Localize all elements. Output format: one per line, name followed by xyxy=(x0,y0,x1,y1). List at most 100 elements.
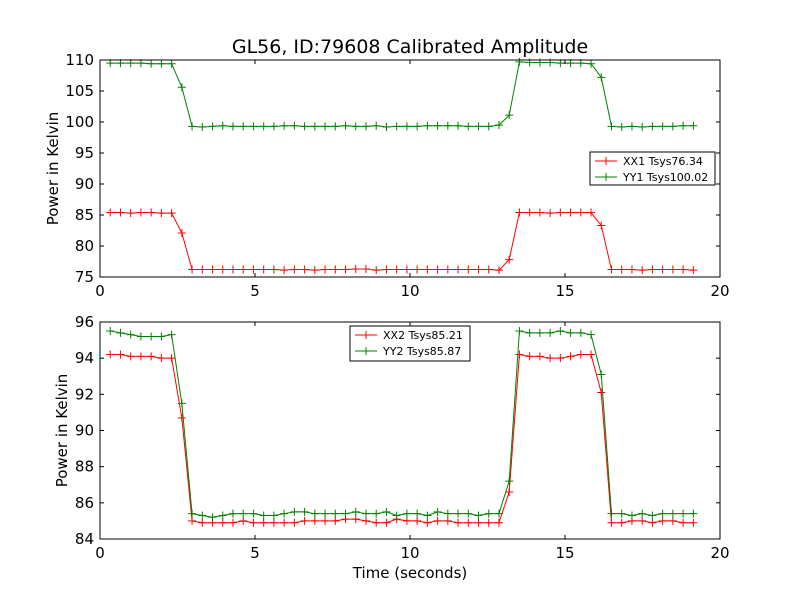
data-point xyxy=(351,264,360,273)
data-point xyxy=(617,509,626,518)
y-tick-label: 80 xyxy=(75,237,94,255)
y-tick-label: 100 xyxy=(65,113,94,131)
data-point xyxy=(638,122,647,131)
data-point xyxy=(689,509,698,518)
y-tick-label: 94 xyxy=(75,349,94,367)
data-point xyxy=(321,516,330,525)
x-tick-label: 15 xyxy=(555,282,574,300)
series-1 xyxy=(106,208,698,275)
data-point xyxy=(464,265,473,274)
data-point xyxy=(126,209,135,218)
figure-title: GL56, ID:79608 Calibrated Amplitude xyxy=(232,36,588,58)
y-tick-label: 85 xyxy=(75,206,94,224)
legend-marker xyxy=(362,347,370,355)
data-point xyxy=(505,255,514,264)
data-point xyxy=(433,121,442,130)
data-point xyxy=(157,354,166,363)
data-point xyxy=(505,111,514,120)
data-point xyxy=(402,509,411,518)
data-point xyxy=(587,59,596,68)
data-point xyxy=(474,122,483,131)
data-point xyxy=(331,265,340,274)
legend-label: YY1 Tsys100.02 xyxy=(622,171,708,184)
data-point xyxy=(515,350,524,359)
data-point xyxy=(167,354,176,363)
data-point xyxy=(361,516,370,525)
legend-marker xyxy=(602,157,610,165)
data-point xyxy=(300,122,309,131)
data-point xyxy=(484,518,493,527)
legend-box xyxy=(589,151,716,186)
data-point xyxy=(413,509,422,518)
data-point xyxy=(361,122,370,131)
data-point xyxy=(454,509,463,518)
data-point xyxy=(198,511,207,520)
data-point xyxy=(382,265,391,274)
y-tick-label: 95 xyxy=(75,144,94,162)
data-point xyxy=(494,509,503,518)
data-point xyxy=(627,511,636,520)
y-tick-label: 90 xyxy=(75,422,94,440)
data-point xyxy=(638,266,647,275)
data-point xyxy=(218,518,227,527)
data-point xyxy=(280,518,289,527)
data-point xyxy=(259,511,268,520)
data-point xyxy=(177,413,186,422)
data-point xyxy=(361,264,370,273)
data-point xyxy=(269,265,278,274)
data-point xyxy=(679,265,688,274)
data-point xyxy=(689,121,698,130)
data-point xyxy=(566,328,575,337)
data-point xyxy=(208,265,217,274)
data-point xyxy=(648,122,657,131)
legend: XX2 Tsys85.21 YY2 Tsys85.87 xyxy=(349,325,471,362)
data-point xyxy=(341,265,350,274)
data-point xyxy=(116,208,125,217)
data-point xyxy=(177,399,186,408)
legend-label: YY2 Tsys85.87 xyxy=(382,345,461,358)
data-point xyxy=(515,327,524,336)
data-point xyxy=(351,515,360,524)
data-point xyxy=(147,352,156,361)
data-point xyxy=(474,511,483,520)
data-point xyxy=(648,518,657,527)
data-point xyxy=(228,518,237,527)
series-2 xyxy=(106,57,698,131)
data-point xyxy=(177,228,186,237)
data-point xyxy=(188,509,197,518)
legend-label: XX1 Tsys76.34 xyxy=(623,155,703,168)
data-point xyxy=(525,208,534,217)
data-point xyxy=(423,265,432,274)
data-point xyxy=(679,518,688,527)
data-point xyxy=(617,122,626,131)
series-line xyxy=(110,353,694,524)
series-line xyxy=(110,330,694,518)
data-point xyxy=(402,122,411,131)
data-point xyxy=(239,122,248,131)
data-point xyxy=(259,265,268,274)
data-point xyxy=(474,518,483,527)
data-point xyxy=(443,265,452,274)
data-point xyxy=(433,516,442,525)
data-point xyxy=(597,221,606,230)
data-point xyxy=(136,332,145,341)
data-point xyxy=(668,265,677,274)
data-point xyxy=(157,209,166,218)
data-point xyxy=(515,57,524,66)
top-plot: 0 5 10 15 20 75 80 85 90 95 100 105 110 Power in Kelv… xyxy=(44,51,730,300)
data-point xyxy=(443,121,452,130)
series-2 xyxy=(106,327,698,522)
data-point xyxy=(648,511,657,520)
data-point xyxy=(617,518,626,527)
y-axis-label: Power in Kelvin xyxy=(44,112,62,226)
data-point xyxy=(433,265,442,274)
data-point xyxy=(341,509,350,518)
data-point xyxy=(413,122,422,131)
data-point xyxy=(331,509,340,518)
data-point xyxy=(310,122,319,131)
data-point xyxy=(689,518,698,527)
data-point xyxy=(188,265,197,274)
data-point xyxy=(239,509,248,518)
data-point xyxy=(402,516,411,525)
data-point xyxy=(228,122,237,131)
